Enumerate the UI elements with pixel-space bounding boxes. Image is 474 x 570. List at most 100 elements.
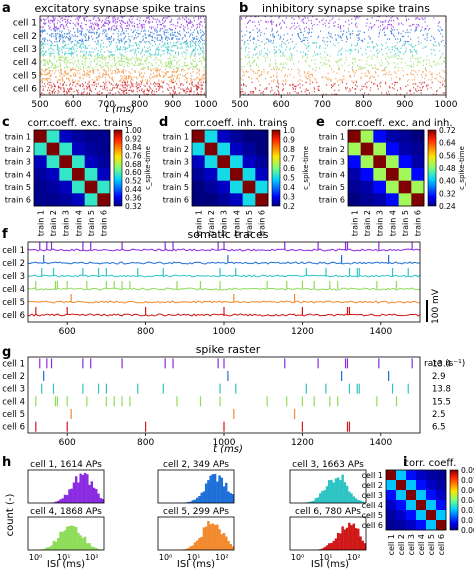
spike-row — [245, 46, 427, 48]
hist-bar — [83, 472, 87, 503]
colorbar-tick: 0.64 — [439, 139, 456, 148]
hist-title: cell 3, 1663 APs — [292, 460, 364, 470]
col-label: train 3 — [62, 210, 71, 236]
cell-label: cell 3 — [13, 45, 37, 55]
col-label: cell 5 — [427, 534, 436, 555]
colorbar-tick: 0.60 — [125, 168, 142, 177]
heatmap-cell — [84, 142, 98, 156]
spike-row — [245, 85, 446, 88]
col-label: cell 6 — [437, 534, 446, 555]
hist-bar — [83, 536, 87, 550]
cell-label: cell 4 — [13, 58, 37, 68]
spike-row — [248, 76, 442, 78]
heatmap-cell — [242, 193, 256, 207]
x-tick-label: 800 — [355, 100, 372, 110]
hist-bar — [48, 546, 51, 550]
col-label: train 4 — [232, 210, 241, 236]
panel-letter-a: a — [2, 1, 11, 16]
hist-bar — [95, 489, 98, 503]
panel-h-xlabel-3: ISI (ms) — [311, 559, 349, 570]
heatmap-cell — [242, 142, 256, 156]
row-label: train 5 — [5, 183, 31, 192]
heatmap-cell — [192, 130, 205, 143]
x-tick-label: 500 — [231, 100, 248, 110]
hist-bar — [57, 537, 60, 550]
heatmap-cell — [204, 155, 218, 169]
heatmap-cell — [436, 510, 447, 521]
spike-row — [246, 16, 407, 18]
heatmap-cell — [230, 168, 243, 181]
hist-bar — [198, 538, 201, 550]
hist-bar — [319, 493, 322, 503]
heatmap-cell — [217, 193, 231, 207]
hist-bar — [330, 479, 333, 503]
hist-bar — [216, 481, 219, 503]
row-label: train 6 — [319, 196, 345, 205]
panel-d-title: corr.coeff. inh. trains — [184, 118, 287, 129]
heatmap-cell — [72, 193, 85, 207]
x-tick-label: 1400 — [369, 327, 392, 337]
heatmap-cell — [230, 130, 243, 143]
spike-row — [247, 54, 436, 56]
hist-bar — [79, 535, 82, 550]
heatmap-cell — [416, 490, 427, 501]
row-label: train 1 — [319, 132, 345, 141]
hist-bar — [97, 549, 100, 550]
heatmap-cell — [386, 180, 399, 194]
hist-bar — [202, 527, 206, 550]
hist-bar — [187, 501, 190, 503]
spike-row — [243, 83, 444, 85]
heatmap-cell — [72, 168, 85, 181]
spike-row — [39, 67, 206, 69]
heatmap-cell — [97, 180, 111, 194]
hist-title: cell 4, 1868 APs — [30, 507, 102, 517]
hist-bar — [88, 543, 91, 550]
heatmap-cell — [398, 142, 412, 156]
colorbar-tick: 0.24 — [439, 202, 456, 211]
spike-row — [39, 52, 205, 55]
hist-bar — [229, 544, 232, 550]
hist-bar — [90, 481, 94, 503]
row-label: train 4 — [5, 170, 31, 179]
spike-row — [41, 68, 200, 70]
col-label: cell 1 — [387, 534, 396, 555]
spike-row — [42, 70, 205, 72]
spike-row — [54, 58, 206, 60]
spike-row — [248, 51, 417, 53]
heatmap-cell — [348, 142, 361, 156]
heatmap-cell — [360, 155, 374, 169]
heatmap-cell — [255, 155, 269, 169]
col-label: train 2 — [207, 210, 216, 236]
heatmap-cell — [411, 142, 425, 156]
x-tick-label: 10⁰ — [29, 553, 42, 562]
cell-label: cell 2 — [2, 259, 25, 269]
hist-frame — [27, 516, 105, 551]
heatmap-cell — [411, 180, 425, 194]
hist-bar — [66, 526, 69, 550]
heatmap-cell — [396, 480, 407, 491]
spike-row — [258, 23, 419, 26]
panel-letter-f: f — [2, 227, 8, 242]
heatmap-cell — [192, 180, 205, 194]
heatmap-cell — [386, 130, 399, 143]
rate-value: 2.5 — [432, 410, 446, 420]
hist-bar — [213, 524, 217, 550]
hist-bar — [92, 487, 96, 503]
hist-bar — [101, 498, 105, 503]
hist-bar — [196, 540, 199, 550]
panel-letter-g: g — [2, 345, 11, 360]
spike-row — [249, 62, 446, 64]
spike-row — [40, 60, 202, 63]
spike-row — [245, 70, 444, 72]
colorbar-label: c_spike-time — [302, 146, 310, 190]
heatmap-frame — [191, 129, 269, 207]
heatmap-cell — [34, 142, 47, 156]
spike-row — [51, 91, 202, 93]
spike-row — [256, 52, 444, 55]
heatmap-cell — [411, 193, 425, 207]
heatmap-cell — [46, 193, 60, 207]
cell-label: cell 1 — [2, 246, 25, 256]
spike-row — [241, 18, 425, 20]
heatmap-cell — [217, 142, 231, 156]
spike-row — [245, 55, 442, 57]
